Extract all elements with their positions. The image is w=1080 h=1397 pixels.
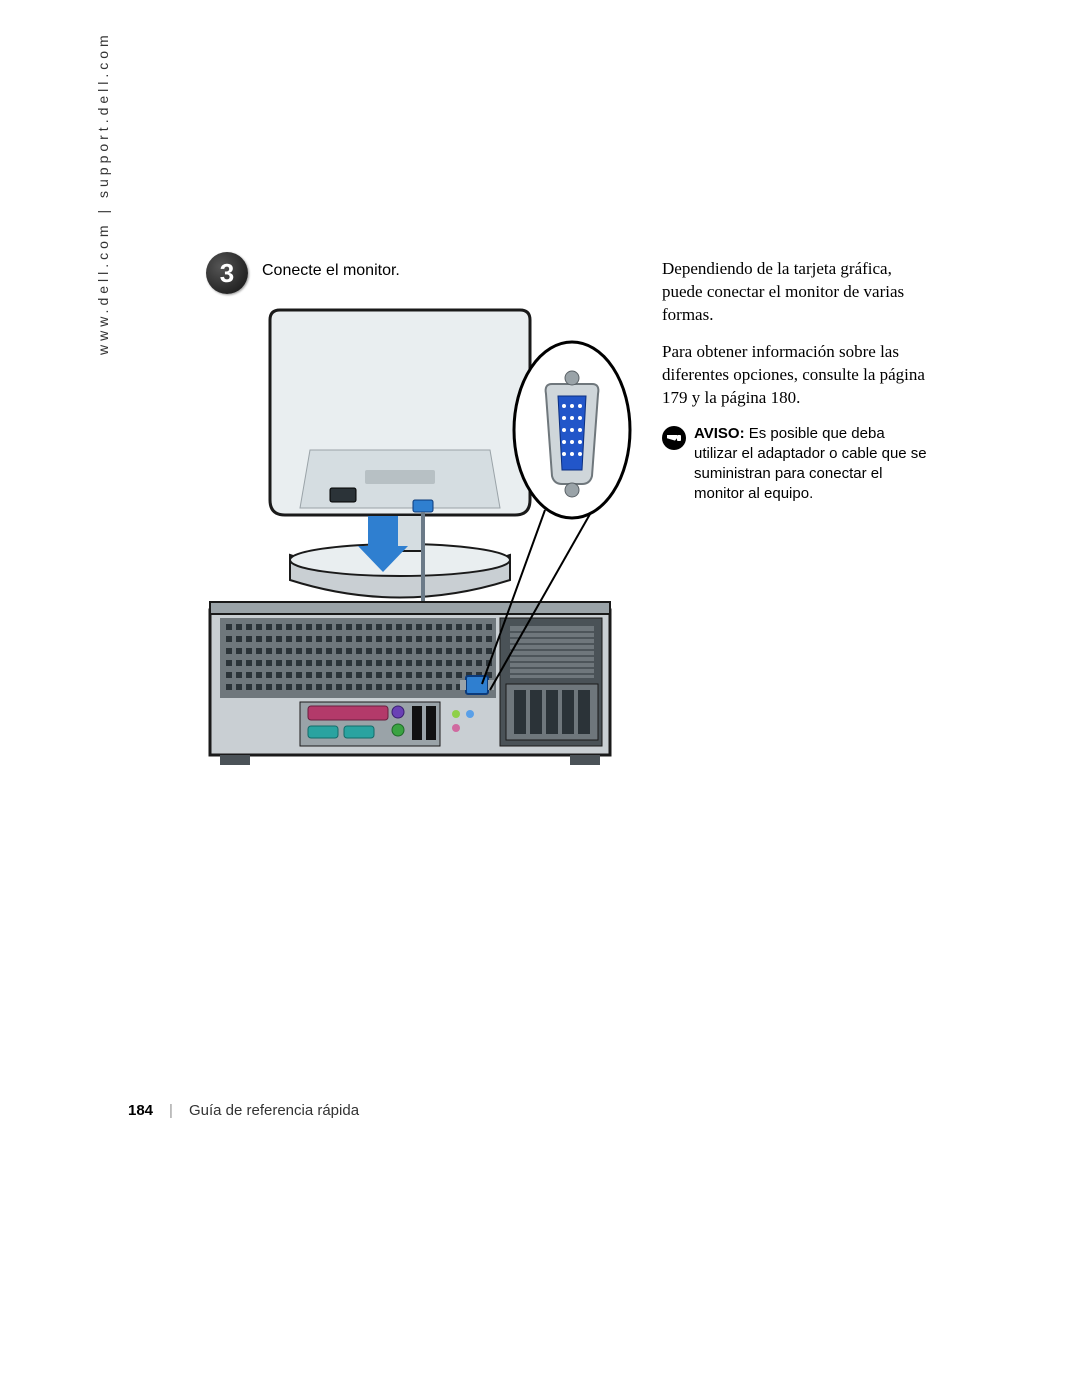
aviso-notice: AVISO: Es posible que deba utilizar el a… [662, 424, 932, 505]
para2-end: . [796, 388, 800, 407]
para2-mid: y la [688, 388, 722, 407]
connection-diagram [180, 300, 660, 810]
notice-label: AVISO: [694, 425, 745, 442]
page-ref-180[interactable]: página 180 [721, 388, 796, 407]
para2-pre: Para obtener información sobre las difer… [662, 342, 899, 384]
computer-rear [210, 602, 610, 765]
notice-icon [662, 426, 686, 450]
vga-plug-on-pc [460, 676, 494, 694]
notice-text: AVISO: Es posible que deba utilizar el a… [694, 424, 932, 505]
step-number-badge: 3 [206, 252, 248, 294]
page-footer: 184 | Guía de referencia rápida [128, 1102, 359, 1119]
paragraph-2: Para obtener información sobre las difer… [662, 341, 932, 410]
page-number: 184 [128, 1102, 153, 1119]
step-title: Conecte el monitor. [262, 262, 400, 280]
monitor-rear [270, 310, 530, 598]
footer-separator: | [169, 1102, 173, 1119]
vga-connector-callout [514, 342, 630, 518]
instruction-column: Dependiendo de la tarjeta gráfica, puede… [662, 258, 932, 505]
sidebar-url: www.dell.com | support.dell.com [95, 31, 111, 355]
paragraph-1: Dependiendo de la tarjeta gráfica, puede… [662, 258, 932, 327]
doc-title: Guía de referencia rápida [189, 1102, 359, 1119]
